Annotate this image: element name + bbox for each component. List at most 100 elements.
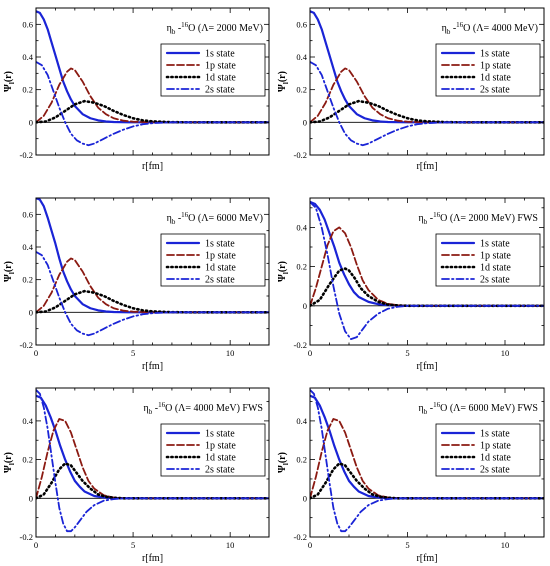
legend-label: 1d state — [480, 263, 511, 274]
y-axis-label: Ψl(r) — [277, 452, 290, 473]
legend-label: 2s state — [480, 465, 510, 476]
series-line-1p-state — [36, 67, 269, 124]
y-axis-label: Ψl(r) — [3, 71, 16, 92]
y-tick-label: -0.2 — [20, 532, 33, 542]
legend-label: 2s state — [480, 85, 510, 96]
chart-title: ηb -16O (Λ= 4000 MeV) — [442, 21, 538, 36]
chart-title: ηb -16O (Λ= 6000 MeV) FWS — [419, 401, 538, 416]
y-tick-label: 0.4 — [296, 52, 307, 62]
legend-label: 2s state — [205, 85, 235, 96]
series-line-2s-state — [36, 251, 269, 337]
chart-panel-3: 0 5 10-0.200.20.40.6r[fm]Ψl(r)ηb -16O (Λ= … — [3, 197, 270, 372]
legend-label: 1d state — [480, 73, 511, 84]
series-line-1d-state — [36, 99, 269, 124]
y-tick-label: 0 — [303, 493, 307, 503]
x-tick-label: 10 — [226, 348, 235, 358]
y-tick-label: -0.2 — [20, 150, 33, 160]
legend-label: 2s state — [205, 275, 235, 286]
series-line-1s-state — [36, 10, 269, 124]
legend-label: 1d state — [205, 73, 236, 84]
legend-label: 1p state — [205, 251, 236, 262]
x-tick-label: 0 — [308, 540, 312, 550]
x-tick-label: 0 — [34, 348, 38, 358]
legend-label: 1s state — [205, 429, 235, 440]
y-tick-label: 0.2 — [22, 455, 33, 465]
chart-title: ηb -16O (Λ= 2000 MeV) — [167, 21, 263, 36]
y-tick-label: 0.4 — [22, 52, 33, 62]
legend-label: 1p state — [205, 61, 236, 72]
series-line-2s-state — [310, 201, 544, 341]
y-tick-label: -0.2 — [20, 340, 33, 350]
y-axis-label: Ψl(r) — [277, 71, 290, 92]
x-tick-label: 0 — [308, 348, 312, 358]
series-line-2s-state — [310, 389, 544, 533]
x-tick-label: 10 — [226, 540, 235, 550]
y-tick-label: 0.2 — [22, 85, 33, 95]
chart-panel-2: -0.2 0 0.2 0.4 0.6 r[fm] Ψl(r) ηb -16O (Λ= 4000… — [277, 7, 545, 172]
y-tick-label: -0.2 — [294, 340, 307, 350]
series-line-1s-state — [310, 10, 544, 124]
legend-label: 2s state — [205, 465, 235, 476]
chart-title: ηb -16O (Λ= 6000 MeV) — [167, 211, 263, 226]
series-line-2s-state — [36, 389, 269, 533]
y-tick-label: 0.4 — [296, 416, 307, 426]
y-tick-label: -0.2 — [294, 532, 307, 542]
legend-label: 1p state — [480, 61, 511, 72]
legend-label: 1s state — [480, 239, 510, 250]
y-tick-label: 0.6 — [22, 209, 33, 219]
legend-label: 1s state — [205, 239, 235, 250]
y-tick-label: -0.2 — [294, 150, 307, 160]
x-tick-label: 5 — [131, 348, 135, 358]
x-tick-label: 5 — [405, 348, 409, 358]
y-tick-label: 0 — [29, 117, 33, 127]
legend-label: 1d state — [480, 453, 511, 464]
x-axis-label: r[fm] — [142, 553, 163, 564]
x-axis-label: r[fm] — [142, 161, 163, 172]
legend-label: 1d state — [205, 263, 236, 274]
y-tick-label: 0.4 — [22, 242, 33, 252]
x-tick-label: 5 — [405, 540, 409, 550]
y-tick-label: 0.2 — [296, 262, 307, 272]
y-tick-label: 0.2 — [296, 455, 307, 465]
y-tick-label: 0 — [303, 117, 307, 127]
y-tick-label: 0.2 — [296, 85, 307, 95]
legend-label: 1s state — [480, 429, 510, 440]
y-axis-label: Ψl(r) — [277, 261, 290, 282]
series-line-1d-state — [310, 99, 544, 124]
chart-panel-1: -0.2 0 0.2 0.4 0.6 r[fm] Ψl(r) ηb -16O (Λ= 2000… — [3, 7, 270, 172]
x-tick-label: 10 — [501, 540, 510, 550]
series-line-2s-state — [310, 61, 544, 147]
chart-panel-4: 0 5 10-0.200.20.4r[fm]Ψl(r)ηb -16O (Λ= 200… — [277, 197, 545, 372]
x-tick-label: 10 — [501, 348, 510, 358]
x-axis-label: r[fm] — [416, 161, 437, 172]
legend-label: 1p state — [480, 441, 511, 452]
x-tick-label: 5 — [131, 540, 135, 550]
legend-label: 1s state — [205, 49, 235, 60]
y-tick-label: 0.6 — [296, 19, 307, 29]
y-tick-label: 0.2 — [22, 275, 33, 285]
series-line-1d-state — [36, 289, 269, 314]
legend-label: 1p state — [480, 251, 511, 262]
chart-title: ηb -16O (Λ= 4000 MeV) FWS — [144, 401, 263, 416]
y-axis-label: Ψl(r) — [3, 452, 16, 473]
x-tick-label: 0 — [34, 540, 38, 550]
legend-label: 1p state — [205, 441, 236, 452]
y-tick-label: 0.6 — [22, 19, 33, 29]
series-line-1p-state — [36, 257, 269, 314]
y-axis-label: Ψl(r) — [3, 261, 16, 282]
legend-label: 1d state — [205, 453, 236, 464]
x-axis-label: r[fm] — [416, 553, 437, 564]
y-tick-label: 0.4 — [22, 416, 33, 426]
y-tick-label: 0.4 — [296, 222, 307, 232]
legend-label: 1s state — [480, 49, 510, 60]
y-tick-label: 0 — [29, 307, 33, 317]
y-tick-label: 0 — [29, 493, 33, 503]
chart-panel-6: 0 5 10-0.200.20.4r[fm]Ψl(r)ηb -16O (Λ= 600… — [277, 387, 545, 564]
chart-panel-5: 0 5 10-0.200.20.4r[fm]Ψl(r)ηb -16O (Λ= 400… — [3, 387, 270, 564]
series-line-1p-state — [310, 67, 544, 124]
legend-label: 2s state — [480, 275, 510, 286]
x-axis-label: r[fm] — [416, 361, 437, 372]
chart-title: ηb -16O (Λ= 2000 MeV) FWS — [419, 211, 538, 226]
series-line-2s-state — [36, 61, 269, 147]
